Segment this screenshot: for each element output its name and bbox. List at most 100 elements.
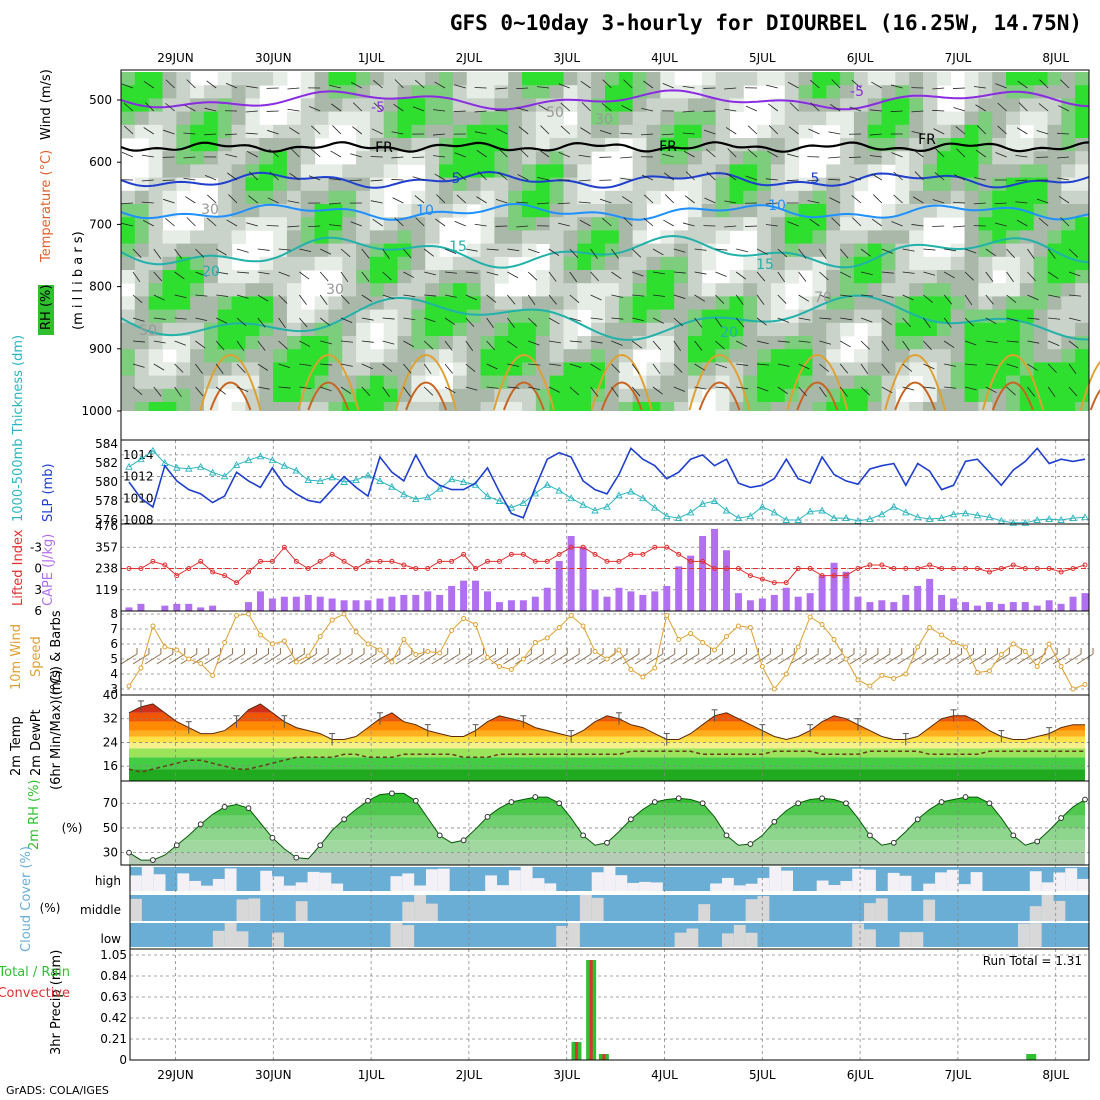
rh-cell xyxy=(121,296,136,310)
rh-cell xyxy=(549,256,565,271)
contour-label: FR xyxy=(659,139,677,155)
rh-cell xyxy=(439,151,454,165)
cloud-gap xyxy=(603,867,616,891)
rh-cell xyxy=(328,296,343,310)
rh-cell xyxy=(342,217,357,231)
rh-cell xyxy=(203,256,219,271)
li-point xyxy=(628,551,634,557)
cloud-gap xyxy=(402,925,415,947)
wind-barb xyxy=(507,363,520,367)
rh-point xyxy=(245,805,252,812)
wind-barb xyxy=(1048,294,1061,298)
rh-cell xyxy=(687,164,703,178)
rh-cell xyxy=(715,336,730,350)
wind-barb xyxy=(1015,201,1028,204)
rh-cell xyxy=(757,388,772,403)
rh-cell xyxy=(176,270,191,284)
rh-cell xyxy=(1019,296,1035,310)
rh-cell xyxy=(1075,111,1090,126)
wind-barb xyxy=(860,271,873,276)
rh-cell xyxy=(397,336,412,350)
rh-cell xyxy=(798,296,813,310)
wind-barb xyxy=(736,363,749,366)
surface-temp-contour xyxy=(199,354,262,411)
cloud-cell xyxy=(141,923,155,947)
rh-cell xyxy=(425,270,440,284)
rh-cell xyxy=(425,283,440,297)
rh-cell xyxy=(605,72,620,86)
wind-barb xyxy=(257,317,266,328)
rh-cell xyxy=(286,270,302,284)
cloud-cell xyxy=(804,867,818,891)
cloud-gap xyxy=(141,867,155,891)
rh-cell xyxy=(1047,85,1062,99)
wind-barb xyxy=(1047,248,1056,259)
wind-barb xyxy=(652,271,665,275)
cloud-cell xyxy=(686,895,699,921)
rh-cell xyxy=(508,349,523,363)
rh-cell xyxy=(674,375,689,390)
rh-cell xyxy=(591,217,606,231)
rh-cell xyxy=(203,283,219,297)
rh-cell xyxy=(646,362,661,376)
cloud-cell xyxy=(1006,867,1019,891)
wind-barb xyxy=(715,294,725,304)
rh-cell xyxy=(1006,388,1021,403)
rh-cell xyxy=(466,72,482,86)
wind-barb xyxy=(123,102,134,112)
cape-bar xyxy=(328,598,336,611)
y-tick-label: 1014 xyxy=(123,448,154,462)
rh-cell xyxy=(549,388,565,403)
rh-percent-unit: (%) xyxy=(62,821,83,835)
thickness-point xyxy=(985,513,994,521)
wind-barb xyxy=(611,248,619,259)
rh-cell xyxy=(439,85,454,99)
credit-text: GrADS: COLA/IGES xyxy=(6,1084,109,1097)
rh-cell xyxy=(812,243,827,258)
rh-cell xyxy=(646,388,661,403)
li-point xyxy=(724,566,729,571)
rh-cell xyxy=(231,230,246,244)
wind10m-point xyxy=(198,661,204,666)
rh-cell xyxy=(466,336,482,350)
rh-cell xyxy=(1019,138,1035,152)
wind-barb xyxy=(392,197,404,204)
contour-15 xyxy=(120,234,1090,269)
rh-cell xyxy=(687,283,703,297)
rh-cell xyxy=(895,204,910,218)
rh-cell xyxy=(743,72,758,86)
rh-cell xyxy=(383,283,399,297)
chart-title: GFS 0~10day 3-hourly for DIOURBEL (16.25… xyxy=(450,11,1082,35)
wind10m-barb xyxy=(192,653,209,665)
rh-point xyxy=(173,842,180,849)
rh-cell xyxy=(273,256,288,271)
cloud-cell xyxy=(852,895,865,921)
rh-cell xyxy=(411,283,426,297)
rh-cell xyxy=(812,190,827,205)
wind10m-barb xyxy=(789,653,807,665)
wind-barb xyxy=(476,196,487,204)
rh-cell xyxy=(701,164,717,178)
li-point xyxy=(246,569,251,575)
wind-barb xyxy=(923,363,935,370)
cloud-cell xyxy=(165,923,178,947)
rh-cell xyxy=(535,270,551,284)
wind-barb xyxy=(632,317,644,322)
li-point xyxy=(401,562,407,568)
rh-cell xyxy=(867,72,883,86)
rh-cell xyxy=(1006,111,1021,126)
thickness-point xyxy=(459,478,468,485)
rh-cell xyxy=(1019,322,1035,337)
cloud-cell xyxy=(603,923,616,947)
rh-cell xyxy=(480,151,495,165)
wind10m-point xyxy=(353,629,359,635)
rh-cell xyxy=(577,349,592,363)
rh-cell xyxy=(148,309,163,324)
wind-barb xyxy=(643,194,654,204)
rh-cell xyxy=(715,309,730,324)
rh-cell xyxy=(591,124,606,139)
wind-barb xyxy=(891,221,903,227)
rh-cell xyxy=(577,296,592,310)
wind-barb xyxy=(174,294,187,298)
temperature-axis-label: Temperature (°C) xyxy=(39,150,54,263)
